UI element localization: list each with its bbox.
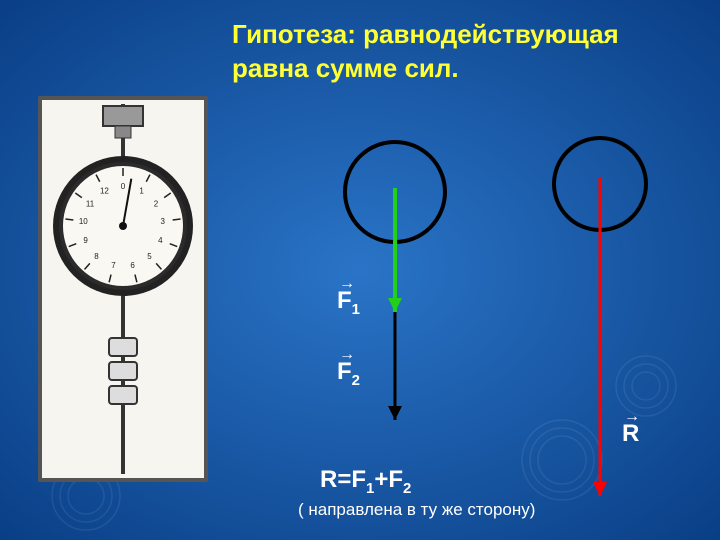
label-f2: →F2 xyxy=(337,358,360,389)
direction-hint: ( направлена в ту же сторону) xyxy=(298,500,535,520)
label-f1: →F1 xyxy=(337,287,360,318)
formula-resultant: R=F1+F2 xyxy=(320,466,411,497)
label-r: →R xyxy=(622,420,639,448)
force-diagram xyxy=(0,0,720,540)
